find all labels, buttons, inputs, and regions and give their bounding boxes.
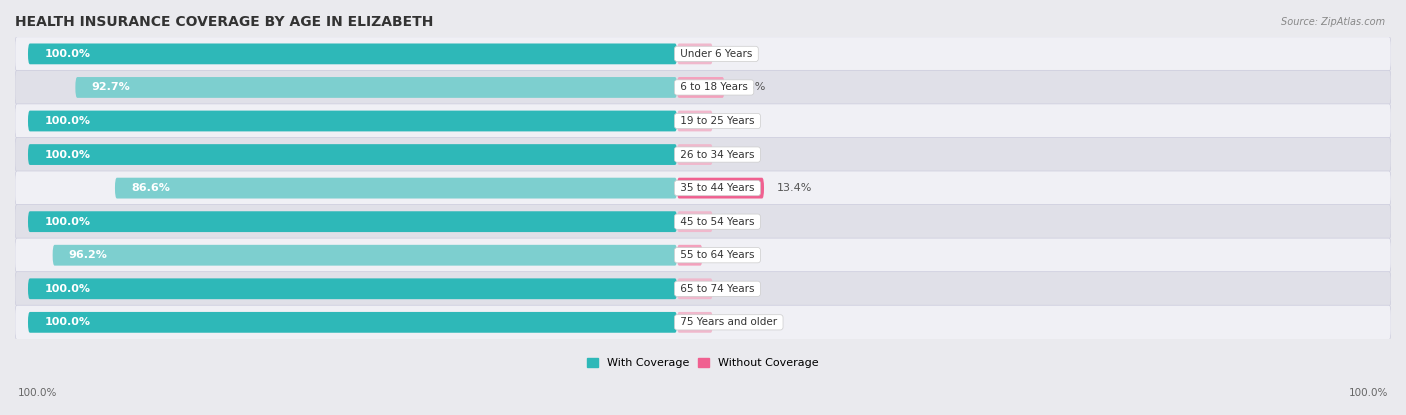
FancyBboxPatch shape: [15, 171, 1391, 205]
Text: 100.0%: 100.0%: [44, 284, 90, 294]
Text: 0.0%: 0.0%: [725, 284, 754, 294]
Text: 100.0%: 100.0%: [44, 317, 90, 327]
Text: 3.9%: 3.9%: [716, 250, 744, 260]
Text: 100.0%: 100.0%: [1348, 388, 1388, 398]
FancyBboxPatch shape: [28, 211, 678, 232]
FancyBboxPatch shape: [28, 44, 678, 64]
Text: 0.0%: 0.0%: [725, 116, 754, 126]
Text: 26 to 34 Years: 26 to 34 Years: [678, 149, 758, 159]
Text: 6 to 18 Years: 6 to 18 Years: [678, 83, 751, 93]
FancyBboxPatch shape: [76, 77, 678, 98]
Text: HEALTH INSURANCE COVERAGE BY AGE IN ELIZABETH: HEALTH INSURANCE COVERAGE BY AGE IN ELIZ…: [15, 15, 433, 29]
FancyBboxPatch shape: [678, 111, 713, 132]
FancyBboxPatch shape: [15, 305, 1391, 339]
Text: 35 to 44 Years: 35 to 44 Years: [678, 183, 758, 193]
FancyBboxPatch shape: [678, 144, 713, 165]
Text: 19 to 25 Years: 19 to 25 Years: [678, 116, 758, 126]
Text: 13.4%: 13.4%: [778, 183, 813, 193]
FancyBboxPatch shape: [28, 312, 678, 333]
FancyBboxPatch shape: [678, 278, 713, 299]
Legend: With Coverage, Without Coverage: With Coverage, Without Coverage: [582, 354, 824, 373]
FancyBboxPatch shape: [678, 44, 713, 64]
Text: 100.0%: 100.0%: [44, 49, 90, 59]
Text: 65 to 74 Years: 65 to 74 Years: [678, 284, 758, 294]
Text: 0.0%: 0.0%: [725, 49, 754, 59]
FancyBboxPatch shape: [15, 70, 1391, 105]
Text: 92.7%: 92.7%: [91, 83, 131, 93]
FancyBboxPatch shape: [15, 205, 1391, 239]
Text: 100.0%: 100.0%: [18, 388, 58, 398]
Text: Under 6 Years: Under 6 Years: [678, 49, 755, 59]
Text: 75 Years and older: 75 Years and older: [678, 317, 780, 327]
FancyBboxPatch shape: [15, 104, 1391, 138]
FancyBboxPatch shape: [115, 178, 678, 198]
FancyBboxPatch shape: [678, 178, 763, 198]
Text: 0.0%: 0.0%: [725, 217, 754, 227]
FancyBboxPatch shape: [15, 272, 1391, 306]
FancyBboxPatch shape: [15, 238, 1391, 272]
Text: 0.0%: 0.0%: [725, 317, 754, 327]
Text: Source: ZipAtlas.com: Source: ZipAtlas.com: [1281, 17, 1385, 27]
FancyBboxPatch shape: [28, 111, 678, 132]
Text: 100.0%: 100.0%: [44, 116, 90, 126]
FancyBboxPatch shape: [678, 312, 713, 333]
Text: 86.6%: 86.6%: [131, 183, 170, 193]
FancyBboxPatch shape: [15, 37, 1391, 71]
FancyBboxPatch shape: [678, 77, 724, 98]
FancyBboxPatch shape: [678, 245, 703, 266]
Text: 55 to 64 Years: 55 to 64 Years: [678, 250, 758, 260]
Text: 0.0%: 0.0%: [725, 149, 754, 159]
Text: 100.0%: 100.0%: [44, 149, 90, 159]
FancyBboxPatch shape: [28, 144, 678, 165]
Text: 100.0%: 100.0%: [44, 217, 90, 227]
Text: 7.3%: 7.3%: [737, 83, 766, 93]
FancyBboxPatch shape: [15, 137, 1391, 172]
FancyBboxPatch shape: [52, 245, 678, 266]
FancyBboxPatch shape: [28, 278, 678, 299]
Text: 96.2%: 96.2%: [69, 250, 108, 260]
Text: 45 to 54 Years: 45 to 54 Years: [678, 217, 758, 227]
FancyBboxPatch shape: [678, 211, 713, 232]
